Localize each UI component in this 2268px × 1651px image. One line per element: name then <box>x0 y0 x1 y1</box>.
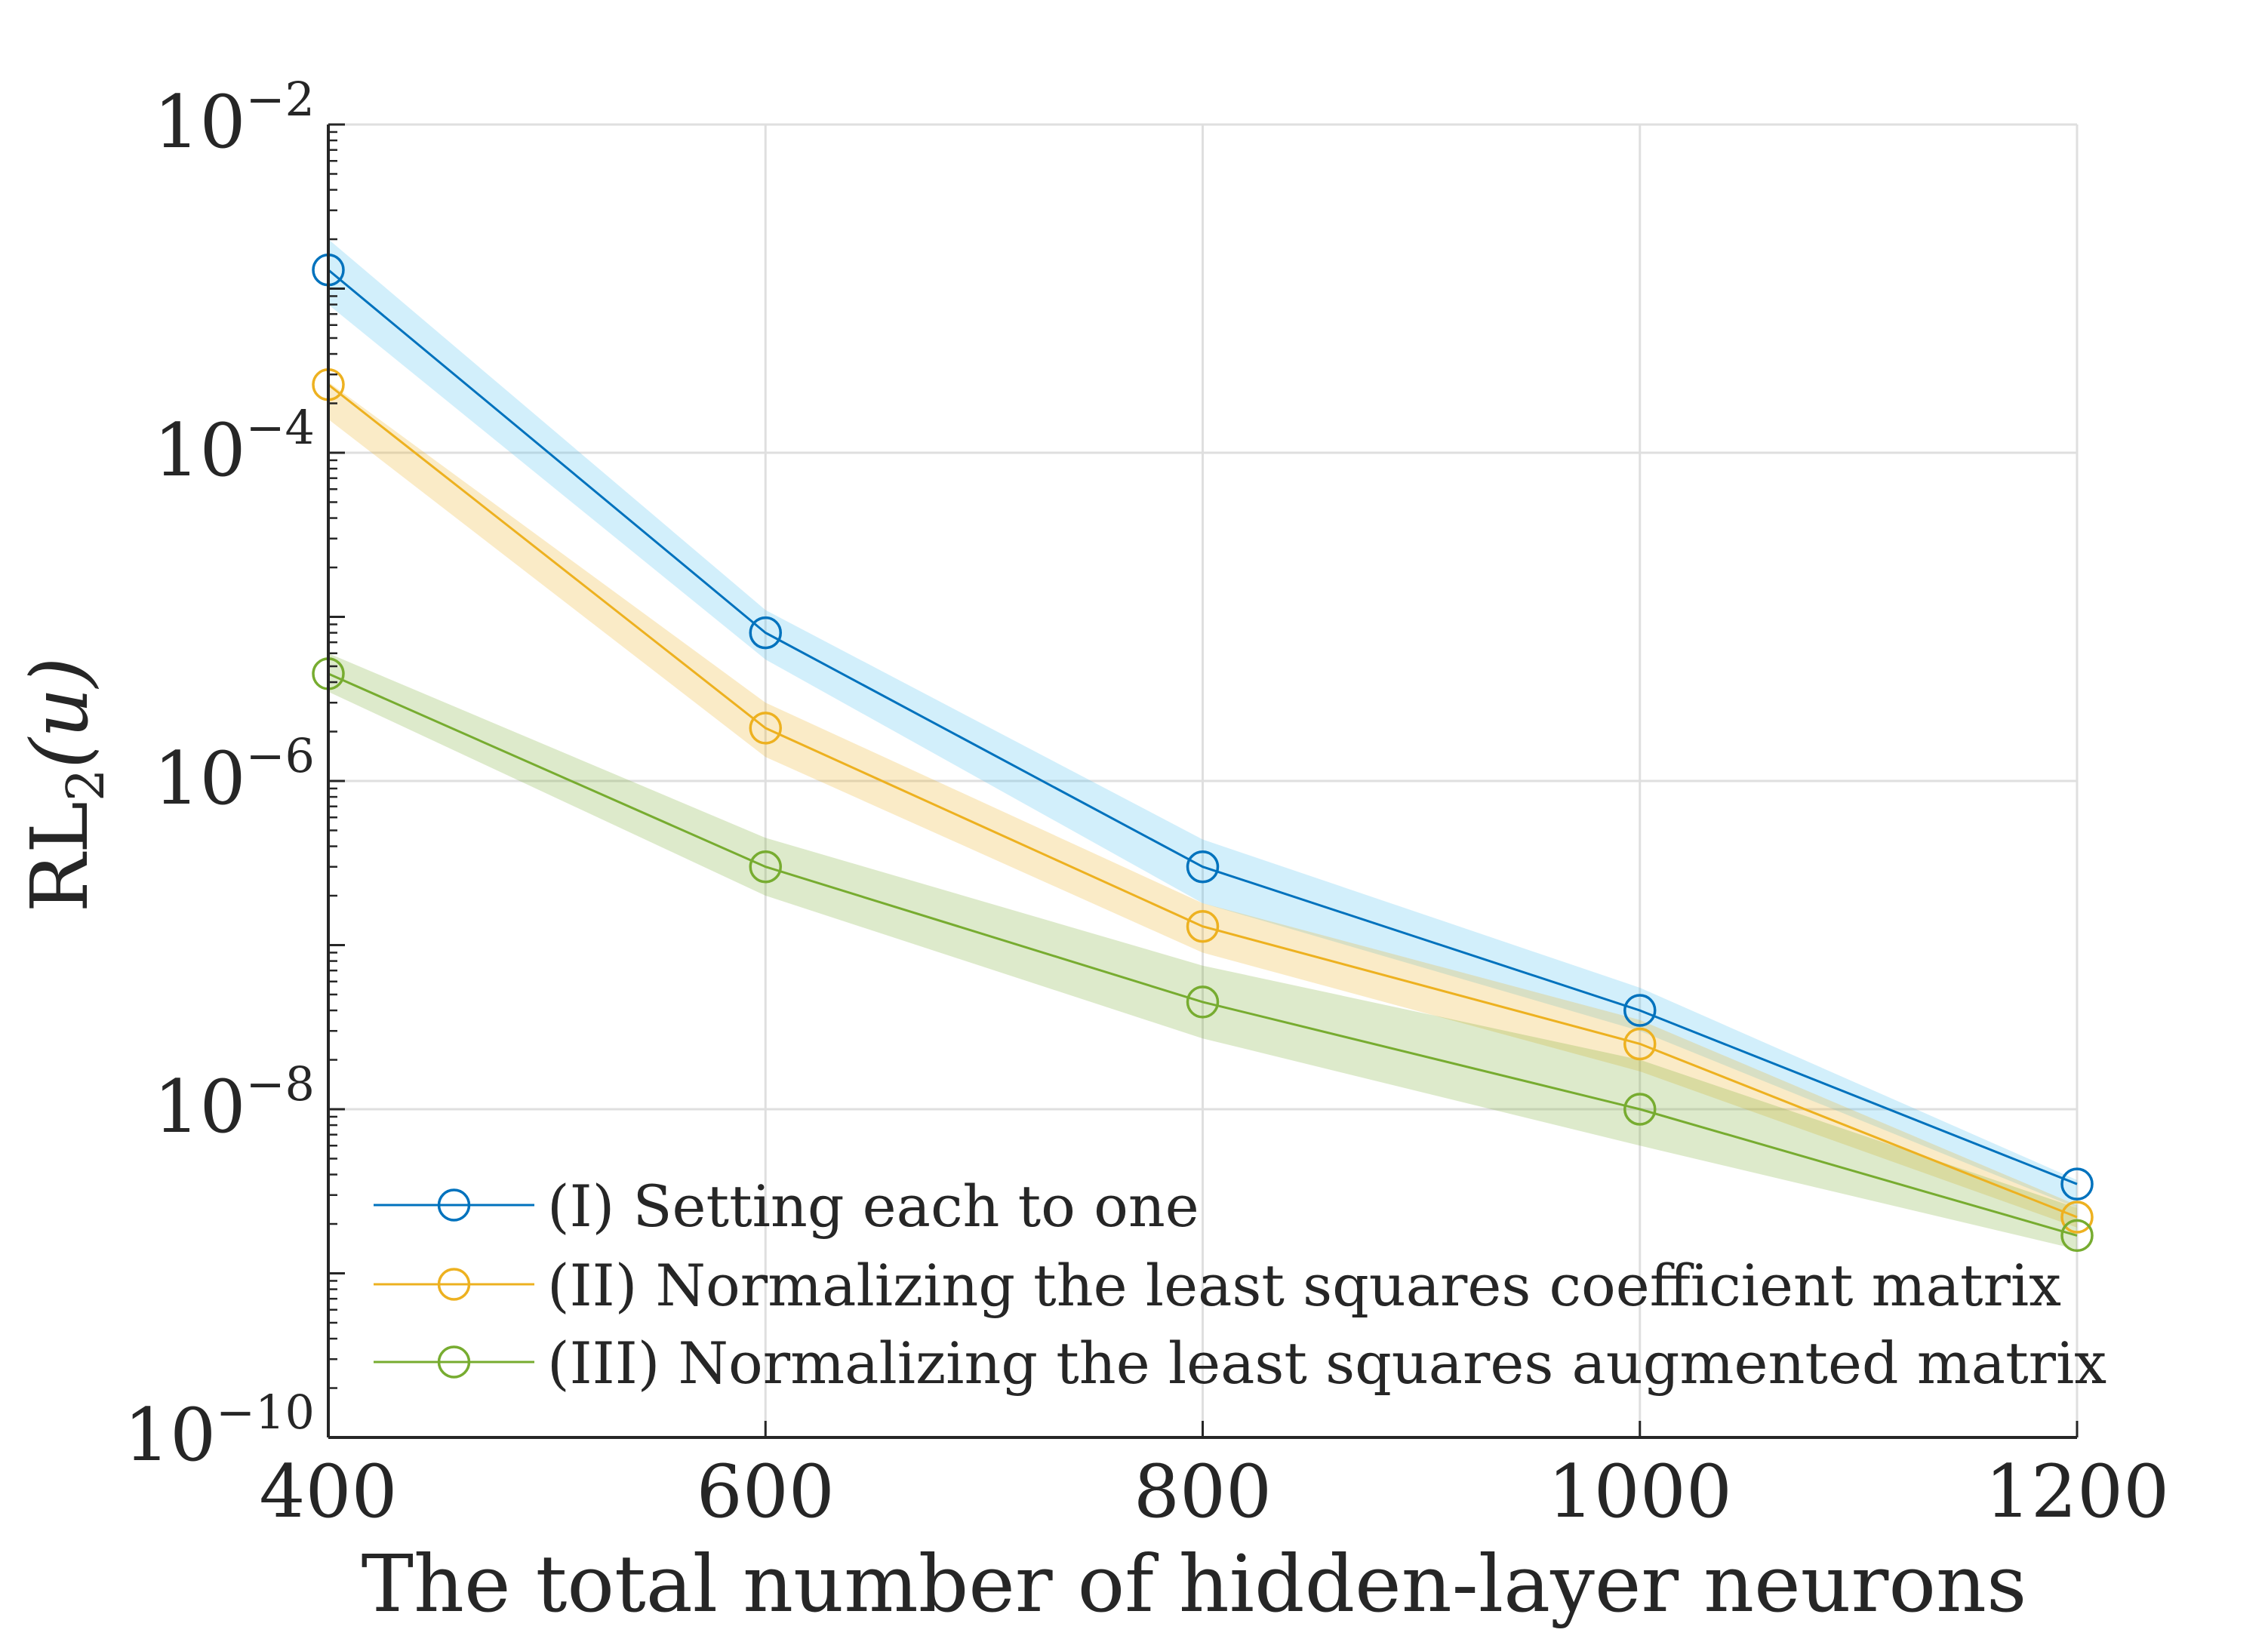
y-tick-label-exponent: −6 <box>246 728 315 783</box>
line-series-2 <box>328 383 2078 1219</box>
x-tick-label-400: 400 <box>259 1450 397 1534</box>
band-series-2 <box>328 382 2077 1228</box>
legend-label-2: (II) Normalizing the least squares coeff… <box>547 1252 2061 1319</box>
legend: (I) Setting each to one (II) Normalizing … <box>374 1173 2106 1397</box>
error-bands <box>328 239 2077 1250</box>
marker-series-1-x1200 <box>2060 1167 2094 1201</box>
x-tick-label-600: 600 <box>697 1450 835 1534</box>
legend-label-3: (III) Normalizing the least squares augm… <box>547 1330 2106 1397</box>
y-axis-title-argument: (u) <box>14 657 106 769</box>
band-series-1 <box>328 239 2077 1208</box>
y-tick-label-base: 10 <box>153 408 245 493</box>
y-tick-label--2: 10−2 <box>153 72 315 164</box>
x-axis-title: The total number of hidden-layer neurons <box>362 1538 2027 1630</box>
marker-series-1-x800 <box>1186 850 1220 884</box>
y-tick-label--8: 10−8 <box>153 1056 315 1149</box>
legend-label-1: (I) Setting each to one <box>547 1173 1199 1240</box>
x-tick-label-800: 800 <box>1134 1450 1272 1534</box>
marker-series-3-x800 <box>1186 985 1220 1019</box>
y-axis-title: RL2(u) <box>14 657 116 913</box>
x-tick-label-1200: 1200 <box>1985 1450 2169 1534</box>
y-tick-label-base: 10 <box>153 80 245 164</box>
y-tick-label--6: 10−6 <box>153 728 315 821</box>
y-tick-label-base: 10 <box>124 1393 216 1477</box>
y-tick-label-exponent: −2 <box>246 72 315 127</box>
y-axis-title-main: RL <box>14 801 106 912</box>
y-tick-label-exponent: −8 <box>246 1056 315 1111</box>
y-tick-label--4: 10−4 <box>153 400 315 493</box>
marker-series-2-x1000 <box>1623 1027 1657 1061</box>
x-tick-label-1000: 1000 <box>1548 1450 1732 1534</box>
line-series-1 <box>328 269 2078 1185</box>
legend-marker-2 <box>437 1268 471 1301</box>
y-tick-label-base: 10 <box>153 736 245 821</box>
legend-marker-3 <box>437 1345 471 1379</box>
y-tick-label-exponent: −10 <box>216 1385 315 1440</box>
y-tick-label-exponent: −4 <box>246 400 315 455</box>
marker-series-1-x600 <box>749 616 782 650</box>
y-tick-label-base: 10 <box>153 1065 245 1149</box>
y-axis-title-subscript: 2 <box>57 769 116 801</box>
band-series-3 <box>328 653 2077 1250</box>
marker-series-3-x1000 <box>1623 1093 1657 1126</box>
series-lines <box>328 269 2078 1237</box>
marker-series-3-x600 <box>749 850 782 884</box>
marker-series-2-x800 <box>1186 909 1220 943</box>
marker-series-1-x1000 <box>1623 994 1657 1027</box>
marker-series-3-x1200 <box>2060 1219 2094 1253</box>
marker-series-2-x600 <box>749 712 782 745</box>
marker-series-2-x1200 <box>2060 1201 2094 1234</box>
y-tick-label--10: 10−10 <box>124 1385 315 1477</box>
line-series-3 <box>328 672 2078 1237</box>
legend-marker-1 <box>437 1188 471 1222</box>
